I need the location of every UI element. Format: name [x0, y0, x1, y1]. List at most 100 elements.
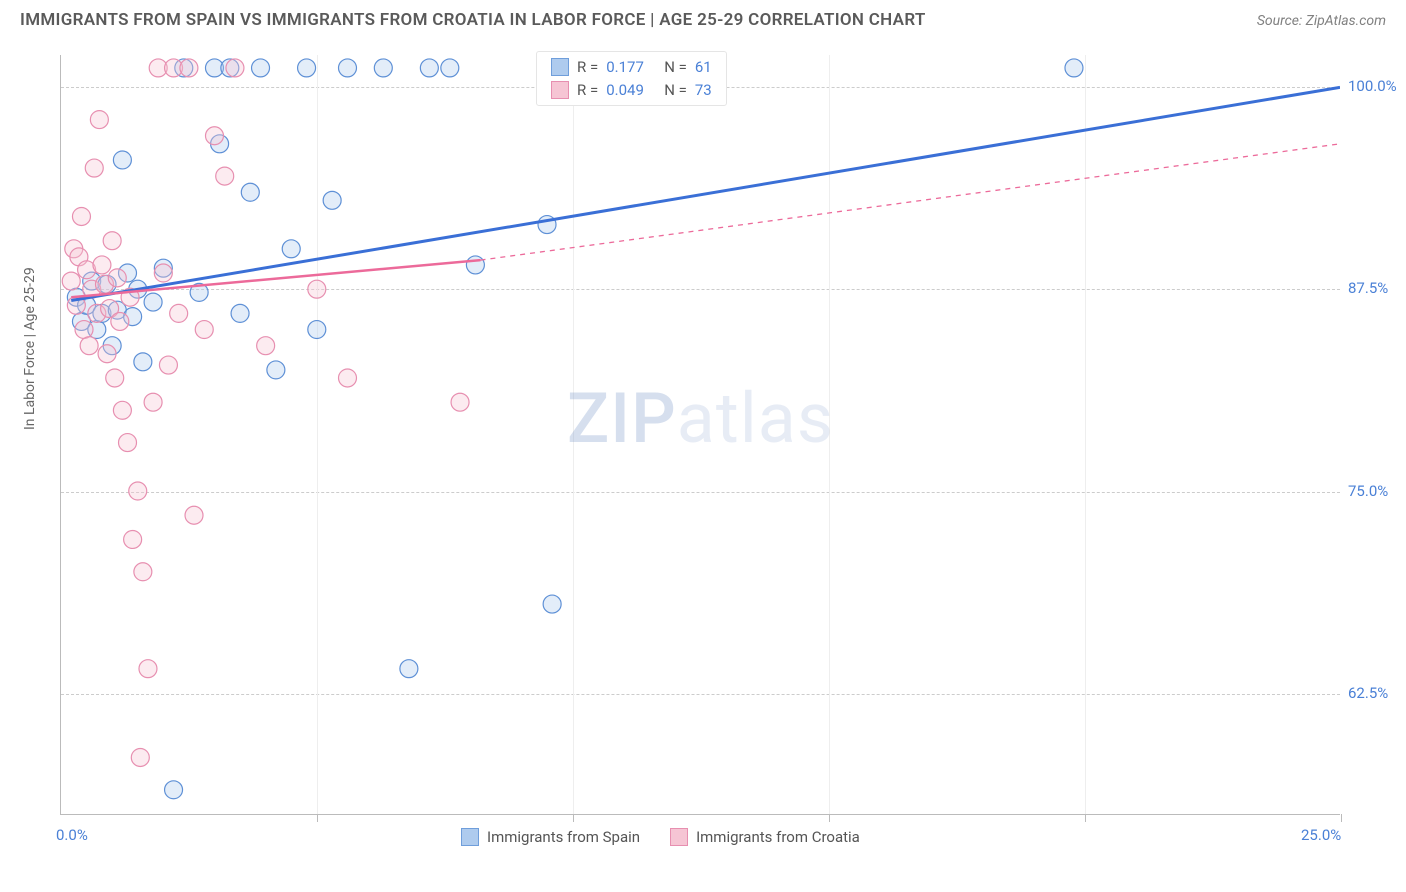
data-point — [67, 296, 85, 314]
data-point — [95, 275, 113, 293]
data-point — [124, 308, 142, 326]
data-point — [103, 337, 121, 355]
trend-line — [71, 87, 1340, 300]
legend-swatch — [551, 58, 569, 76]
x-tick-label: 25.0% — [1301, 826, 1341, 844]
data-point — [83, 272, 101, 290]
data-point — [85, 159, 103, 177]
n-value: 61 — [695, 56, 712, 79]
r-value: 0.049 — [606, 79, 656, 102]
data-point — [111, 312, 129, 330]
data-point — [139, 660, 157, 678]
legend-series-label: Immigrants from Croatia — [696, 828, 860, 846]
scatter-layer — [61, 55, 1340, 814]
y-tick-label: 75.0% — [1340, 482, 1388, 500]
data-point — [90, 111, 108, 129]
data-point — [124, 530, 142, 548]
trendline-layer — [61, 55, 1340, 814]
data-point — [441, 59, 459, 77]
legend-correlation-row: R = 0.177 N = 61 — [551, 56, 712, 79]
data-point — [231, 304, 249, 322]
data-point — [98, 275, 116, 293]
data-point — [62, 272, 80, 290]
data-point — [195, 321, 213, 339]
data-point — [543, 595, 561, 613]
r-label: R = — [577, 56, 598, 79]
data-point — [72, 208, 90, 226]
data-point — [466, 256, 484, 274]
data-point — [257, 337, 275, 355]
watermark: ZIPatlas — [567, 378, 834, 460]
data-point — [323, 191, 341, 209]
data-point — [211, 135, 229, 153]
data-point — [113, 151, 131, 169]
trend-line — [71, 260, 480, 297]
series-legend: Immigrants from Spain Immigrants from Cr… — [461, 828, 860, 846]
data-point — [154, 264, 172, 282]
data-point — [180, 59, 198, 77]
data-point — [216, 167, 234, 185]
data-point — [400, 660, 418, 678]
data-point — [98, 345, 116, 363]
n-value: 73 — [695, 79, 712, 102]
data-point — [108, 269, 126, 287]
data-point — [282, 240, 300, 258]
legend-series-item: Immigrants from Spain — [461, 828, 640, 846]
legend-series-label: Immigrants from Spain — [487, 828, 640, 846]
data-point — [339, 59, 357, 77]
data-point — [119, 264, 137, 282]
data-point — [165, 781, 183, 799]
data-point — [88, 304, 106, 322]
data-point — [538, 216, 556, 234]
data-point — [67, 288, 85, 306]
data-point — [70, 248, 88, 266]
data-point — [205, 127, 223, 145]
data-point — [78, 296, 96, 314]
r-label: R = — [577, 79, 598, 102]
n-label: N = — [664, 56, 687, 79]
n-label: N = — [664, 79, 687, 102]
data-point — [134, 563, 152, 581]
data-point — [80, 337, 98, 355]
data-point — [175, 59, 193, 77]
data-point — [144, 293, 162, 311]
data-point — [75, 321, 93, 339]
data-point — [108, 301, 126, 319]
data-point — [113, 401, 131, 419]
data-point — [134, 353, 152, 371]
data-point — [149, 59, 167, 77]
data-point — [121, 288, 139, 306]
data-point — [144, 393, 162, 411]
trend-line — [481, 144, 1340, 260]
data-point — [451, 393, 469, 411]
data-point — [190, 283, 208, 301]
legend-correlation-row: R = 0.049 N = 73 — [551, 79, 712, 102]
data-point — [165, 59, 183, 77]
chart-source: Source: ZipAtlas.com — [1257, 13, 1386, 29]
data-point — [106, 369, 124, 387]
data-point — [78, 261, 96, 279]
data-point — [103, 232, 121, 250]
data-point — [159, 356, 177, 374]
data-point — [185, 506, 203, 524]
x-tick-label: 0.0% — [56, 826, 88, 844]
data-point — [241, 183, 259, 201]
data-point — [267, 361, 285, 379]
y-tick-label: 62.5% — [1340, 684, 1388, 702]
r-value: 0.177 — [606, 56, 656, 79]
data-point — [65, 240, 83, 258]
data-point — [93, 304, 111, 322]
y-tick-label: 87.5% — [1340, 279, 1388, 297]
data-point — [72, 312, 90, 330]
data-point — [131, 748, 149, 766]
data-point — [374, 59, 392, 77]
data-point — [221, 59, 239, 77]
data-point — [205, 59, 223, 77]
data-point — [1065, 59, 1083, 77]
y-tick-label: 100.0% — [1340, 77, 1397, 95]
data-point — [154, 259, 172, 277]
data-point — [339, 369, 357, 387]
y-axis-label: In Labor Force | Age 25-29 — [22, 267, 38, 430]
legend-swatch — [670, 828, 688, 846]
data-point — [226, 59, 244, 77]
